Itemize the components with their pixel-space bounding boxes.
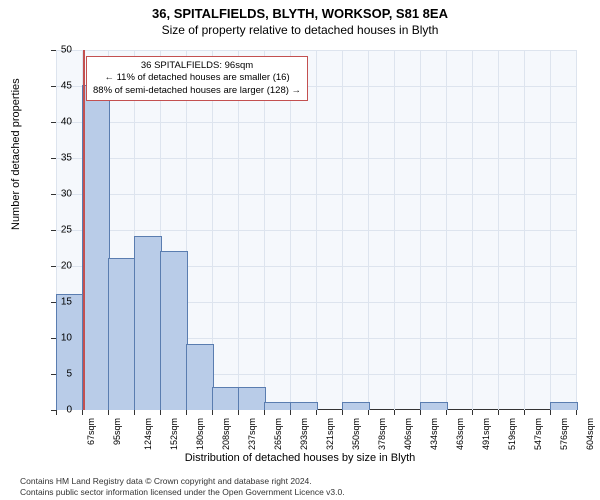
xtick-label: 265sqm: [273, 418, 283, 450]
gridline-v: [394, 50, 395, 410]
ytick-label: 30: [42, 189, 72, 200]
gridline-v: [576, 50, 577, 410]
histogram-bar: [186, 344, 214, 410]
title-address: 36, SPITALFIELDS, BLYTH, WORKSOP, S81 8E…: [0, 0, 600, 21]
gridline-v: [264, 50, 265, 410]
xtick-label: 208sqm: [221, 418, 231, 450]
footer-line1: Contains HM Land Registry data © Crown c…: [20, 476, 580, 487]
xtick-label: 293sqm: [299, 418, 309, 450]
xtick: [576, 410, 577, 415]
gridline-v: [238, 50, 239, 410]
xtick-label: 547sqm: [533, 418, 543, 450]
highlight-info-box: 36 SPITALFIELDS: 96sqm ← 11% of detached…: [86, 56, 308, 101]
ytick-label: 10: [42, 333, 72, 344]
ytick-label: 40: [42, 117, 72, 128]
ytick-label: 25: [42, 225, 72, 236]
xtick: [472, 410, 473, 415]
xtick-label: 350sqm: [351, 418, 361, 450]
histogram-bar: [550, 402, 578, 410]
xtick-label: 576sqm: [559, 418, 569, 450]
xtick: [238, 410, 239, 415]
gridline-v: [524, 50, 525, 410]
xtick: [108, 410, 109, 415]
xtick: [264, 410, 265, 415]
histogram-bar: [238, 387, 266, 410]
xtick: [82, 410, 83, 415]
gridline-v: [290, 50, 291, 410]
xtick-label: 152sqm: [169, 418, 179, 450]
ytick-label: 50: [42, 45, 72, 56]
histogram-bar: [342, 402, 370, 410]
xtick: [342, 410, 343, 415]
xtick-label: 237sqm: [247, 418, 257, 450]
xtick: [550, 410, 551, 415]
xtick-label: 67sqm: [86, 418, 96, 445]
xtick: [186, 410, 187, 415]
gridline-v: [420, 50, 421, 410]
info-line-larger: 88% of semi-detached houses are larger (…: [93, 85, 301, 97]
xtick-label: 491sqm: [481, 418, 491, 450]
xtick: [290, 410, 291, 415]
xtick: [212, 410, 213, 415]
footer-line2: Contains public sector information licen…: [20, 487, 580, 498]
xtick: [134, 410, 135, 415]
info-line-size: 36 SPITALFIELDS: 96sqm: [93, 60, 301, 72]
gridline-v: [368, 50, 369, 410]
xtick-label: 321sqm: [325, 418, 335, 450]
gridline-v: [342, 50, 343, 410]
chart-plot-area: 36 SPITALFIELDS: 96sqm ← 11% of detached…: [56, 50, 576, 410]
xtick-label: 463sqm: [455, 418, 465, 450]
property-marker-line: [83, 50, 85, 410]
footer-attribution: Contains HM Land Registry data © Crown c…: [20, 476, 580, 498]
ytick-label: 5: [42, 369, 72, 380]
ytick-label: 35: [42, 153, 72, 164]
histogram-bar: [134, 236, 162, 410]
info-line-smaller: ← 11% of detached houses are smaller (16…: [93, 72, 301, 84]
ytick-label: 0: [42, 405, 72, 416]
histogram-bar: [212, 387, 240, 410]
xtick-label: 378sqm: [377, 418, 387, 450]
xtick: [316, 410, 317, 415]
xtick: [498, 410, 499, 415]
ytick-label: 20: [42, 261, 72, 272]
histogram-bar: [264, 402, 292, 410]
xtick-label: 604sqm: [585, 418, 595, 450]
gridline-v: [550, 50, 551, 410]
xtick-label: 124sqm: [143, 418, 153, 450]
xtick: [394, 410, 395, 415]
xtick: [420, 410, 421, 415]
xtick: [524, 410, 525, 415]
gridline-v: [472, 50, 473, 410]
histogram-bar: [160, 251, 188, 410]
xtick-label: 434sqm: [429, 418, 439, 450]
xtick-label: 406sqm: [403, 418, 413, 450]
ytick-label: 45: [42, 81, 72, 92]
xtick: [160, 410, 161, 415]
x-axis-label: Distribution of detached houses by size …: [0, 452, 600, 464]
xtick-label: 95sqm: [112, 418, 122, 445]
gridline-v: [446, 50, 447, 410]
gridline-v: [498, 50, 499, 410]
histogram-bar: [290, 402, 318, 410]
gridline-v: [316, 50, 317, 410]
xtick: [446, 410, 447, 415]
histogram-bar: [108, 258, 136, 410]
y-axis-label: Number of detached properties: [10, 78, 22, 230]
title-subtitle: Size of property relative to detached ho…: [0, 21, 600, 37]
xtick-label: 519sqm: [507, 418, 517, 450]
xtick-label: 180sqm: [195, 418, 205, 450]
ytick-label: 15: [42, 297, 72, 308]
histogram-bar: [56, 294, 84, 410]
histogram-bar: [420, 402, 448, 410]
xtick: [368, 410, 369, 415]
histogram-bar: [82, 85, 110, 410]
